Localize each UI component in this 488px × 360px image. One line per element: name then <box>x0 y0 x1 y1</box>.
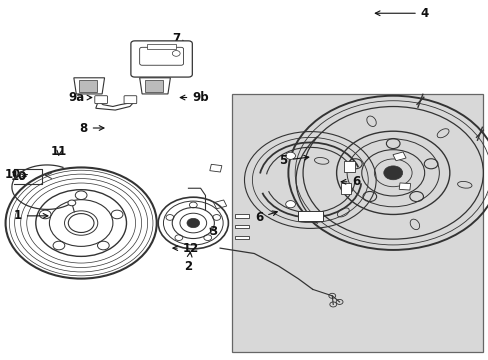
Text: 6: 6 <box>341 175 360 188</box>
Bar <box>144 80 163 93</box>
Circle shape <box>68 213 94 233</box>
FancyBboxPatch shape <box>131 41 192 77</box>
FancyBboxPatch shape <box>124 96 137 104</box>
Text: 5: 5 <box>279 154 308 167</box>
FancyBboxPatch shape <box>232 94 483 352</box>
Circle shape <box>186 219 199 228</box>
Text: 6: 6 <box>254 211 277 224</box>
Bar <box>235 225 248 228</box>
Bar <box>235 214 248 218</box>
Text: 9a: 9a <box>68 91 92 104</box>
Bar <box>398 183 410 190</box>
Circle shape <box>285 201 295 208</box>
Bar <box>340 183 351 194</box>
Circle shape <box>172 50 180 56</box>
Bar <box>213 200 226 209</box>
Polygon shape <box>74 78 104 94</box>
Text: 11: 11 <box>51 145 67 158</box>
Bar <box>235 235 248 239</box>
Bar <box>209 164 222 172</box>
Polygon shape <box>140 78 170 94</box>
Bar <box>147 44 176 49</box>
Bar <box>79 80 97 93</box>
Text: 3: 3 <box>208 225 216 238</box>
Text: 7: 7 <box>172 32 185 45</box>
Bar <box>298 211 322 221</box>
Circle shape <box>68 200 76 206</box>
Text: 10: 10 <box>5 168 27 181</box>
Bar <box>392 152 405 161</box>
Text: 2: 2 <box>184 252 192 273</box>
Text: 1: 1 <box>14 210 48 222</box>
Circle shape <box>383 166 402 180</box>
Bar <box>343 161 354 172</box>
Text: 12: 12 <box>173 242 199 255</box>
FancyBboxPatch shape <box>140 47 183 65</box>
FancyBboxPatch shape <box>95 96 107 104</box>
Text: 9b: 9b <box>180 91 208 104</box>
Text: 4: 4 <box>374 7 428 20</box>
Polygon shape <box>96 101 135 110</box>
Text: 8: 8 <box>80 122 104 135</box>
Circle shape <box>285 152 295 159</box>
Text: 10: 10 <box>10 170 27 183</box>
